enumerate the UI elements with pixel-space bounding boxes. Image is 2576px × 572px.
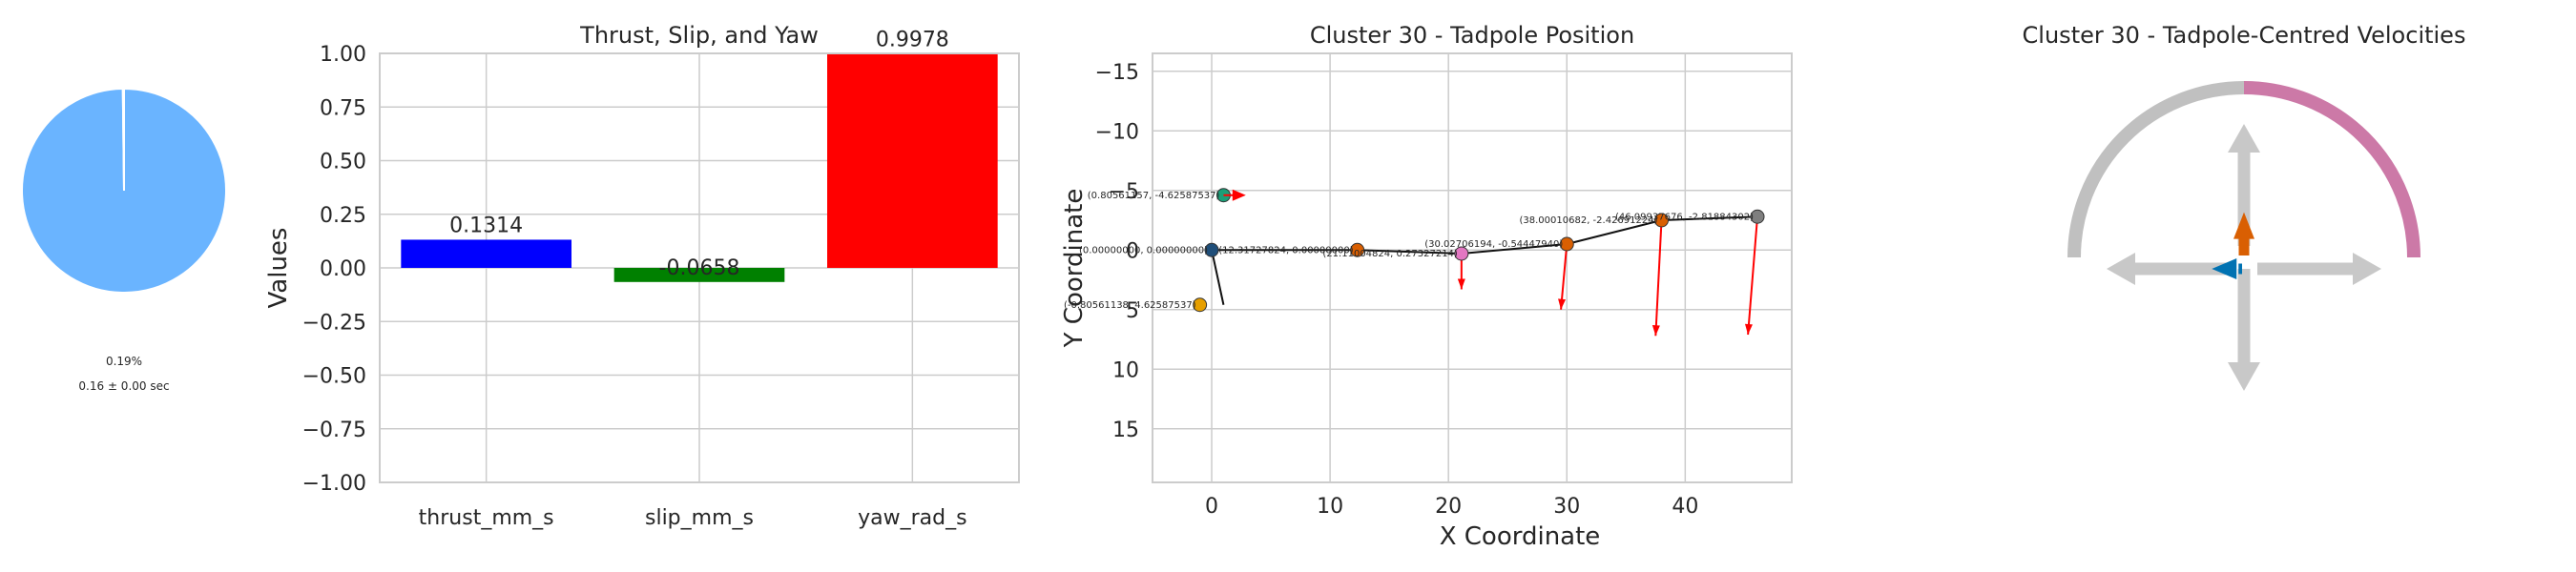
pie-chart-panel: 0.19% 0.16 ± 0.00 sec xyxy=(21,87,227,393)
position-point-label-6: (0.80561157, -4.62587537) xyxy=(1088,191,1220,201)
position-point-label-0: (0.00000000, 0.00000000) xyxy=(1079,245,1208,255)
bar-y-tick-8: 1.00 xyxy=(320,43,366,67)
position-y-tick-2: −5 xyxy=(1109,180,1139,204)
bar-y-tick-3: −0.25 xyxy=(302,311,366,335)
position-x-tick-0: 0 xyxy=(1205,495,1218,519)
bar-value-label-1: -0.0658 xyxy=(659,256,740,280)
position-point-3 xyxy=(1559,236,1574,252)
velocity-arrow-shaft-2 xyxy=(1654,219,1663,337)
position-point-labels: (0.00000000, 0.00000000) (12.31727824, 0.… xyxy=(1064,191,1754,311)
position-point-4 xyxy=(1654,213,1670,228)
position-chart-panel: (0.00000000, 0.00000000) (12.31727824, 0.… xyxy=(1060,22,1793,551)
bar-chart-panel: 0.1314 -0.0658 0.9978 −1.00 −0.75 −0.50 −0.25… xyxy=(264,22,1020,530)
position-y-axis-label: Y Coordinate xyxy=(1060,189,1089,349)
velocity-arrow-head-2 xyxy=(1652,325,1660,337)
bar-x-tick-0: thrust_mm_s xyxy=(419,506,554,530)
bar-y-tick-labels: −1.00 −0.75 −0.50 −0.25 0.00 0.25 0.50 0.75 1.00 xyxy=(302,43,366,496)
bar-y-tick-4: 0.00 xyxy=(320,257,366,281)
position-point-7 xyxy=(1193,297,1208,313)
bar-plot-frame xyxy=(379,52,1020,483)
velocity-arrow-shaft-3 xyxy=(1747,216,1759,336)
position-plot-frame xyxy=(1152,52,1793,483)
bar-value-label-2: 0.9978 xyxy=(876,28,949,51)
pie-duration-label: 0.16 ± 0.00 sec xyxy=(78,379,169,393)
position-y-tick-5: 10 xyxy=(1112,358,1139,382)
position-x-axis-label: X Coordinate xyxy=(1440,522,1601,551)
ref-arrow-down-head xyxy=(2228,362,2260,391)
velocity-arrow-head-0 xyxy=(1457,278,1465,290)
position-point-label-5: (46.09937676, -2.81884302) xyxy=(1615,212,1754,222)
bar-marks: 0.1314 -0.0658 0.9978 xyxy=(401,28,998,282)
position-point-5 xyxy=(1750,209,1765,224)
position-y-tick-3: 0 xyxy=(1126,239,1139,263)
velocities-panel: Cluster 30 - Tadpole-Centred Velocities xyxy=(2023,22,2466,391)
velocity-arrow-head-3 xyxy=(1744,323,1753,335)
position-y-tick-labels: −15 −10 −5 0 5 10 15 xyxy=(1095,61,1139,442)
bar-yaw_rad_s xyxy=(827,53,998,269)
bar-x-tick-1: slip_mm_s xyxy=(645,506,754,530)
bar-y-axis-label: Values xyxy=(264,228,293,309)
bar-chart-title: Thrust, Slip, and Yaw xyxy=(579,22,819,49)
position-point-label-3: (30.02706194, -0.54447940) xyxy=(1424,239,1563,250)
arc-left xyxy=(2067,81,2245,258)
heading-arrow-head xyxy=(1232,189,1246,201)
slip-arrow-head xyxy=(2212,258,2237,279)
position-x-tick-4: 40 xyxy=(1672,495,1698,519)
position-point-1 xyxy=(1350,242,1365,257)
position-point-label-4: (38.00010682, -2.42691224) xyxy=(1520,215,1658,226)
velocities-chart-title: Cluster 30 - Tadpole-Centred Velocities xyxy=(2023,22,2466,49)
ref-arrow-left-head xyxy=(2107,253,2135,285)
position-y-tick-4: 5 xyxy=(1126,299,1139,323)
pie-percent-label: 0.19% xyxy=(106,355,142,368)
position-point-label-1: (12.31727824, 0.00000000) xyxy=(1218,245,1354,255)
position-y-tick-1: −10 xyxy=(1095,120,1139,144)
bar-slip_mm_s xyxy=(613,268,785,282)
position-y-tick-6: 15 xyxy=(1112,419,1139,442)
bar-y-tick-6: 0.50 xyxy=(320,151,366,174)
position-y-tick-0: −15 xyxy=(1095,61,1139,85)
position-point-0 xyxy=(1204,242,1219,257)
pie-slices xyxy=(21,87,227,294)
bar-x-tick-2: yaw_rad_s xyxy=(858,506,966,530)
position-chart-title: Cluster 30 - Tadpole Position xyxy=(1310,22,1634,49)
position-grid xyxy=(1153,53,1792,482)
velocity-marks xyxy=(2067,81,2420,391)
bar-x-tick-labels: thrust_mm_s slip_mm_s yaw_rad_s xyxy=(419,506,967,530)
bar-y-tick-1: −0.75 xyxy=(302,419,366,442)
pie-slice-1 xyxy=(121,87,125,192)
bar-thrust_mm_s xyxy=(401,239,571,268)
ref-arrow-right-head xyxy=(2353,253,2381,285)
bar-y-tick-2: −0.50 xyxy=(302,365,366,389)
position-points xyxy=(1193,188,1765,313)
position-point-2 xyxy=(1454,246,1469,261)
position-path-line xyxy=(1210,215,1758,305)
arc-right xyxy=(2243,81,2420,258)
thrust-arrow-head xyxy=(2233,212,2254,239)
bar-y-tick-5: 0.25 xyxy=(320,204,366,228)
position-point-label-2: (21.11004824, 0.27327214) xyxy=(1322,249,1458,259)
position-x-tick-2: 20 xyxy=(1435,495,1462,519)
bar-value-label-0: 0.1314 xyxy=(449,214,523,237)
ref-arrow-up-head xyxy=(2228,124,2260,153)
bar-y-tick-7: 0.75 xyxy=(320,96,366,120)
position-heading-arrow xyxy=(1223,189,1246,201)
bar-y-tick-0: −1.00 xyxy=(302,472,366,496)
position-x-tick-3: 30 xyxy=(1553,495,1580,519)
velocity-arrow-head-1 xyxy=(1558,298,1567,310)
position-x-tick-labels: 0 10 20 30 40 xyxy=(1205,495,1698,519)
velocity-arrow-shaft-1 xyxy=(1560,243,1568,310)
position-point-label-7: (-0.80561138, 4.62587537) xyxy=(1064,300,1196,311)
position-x-tick-1: 10 xyxy=(1317,495,1343,519)
